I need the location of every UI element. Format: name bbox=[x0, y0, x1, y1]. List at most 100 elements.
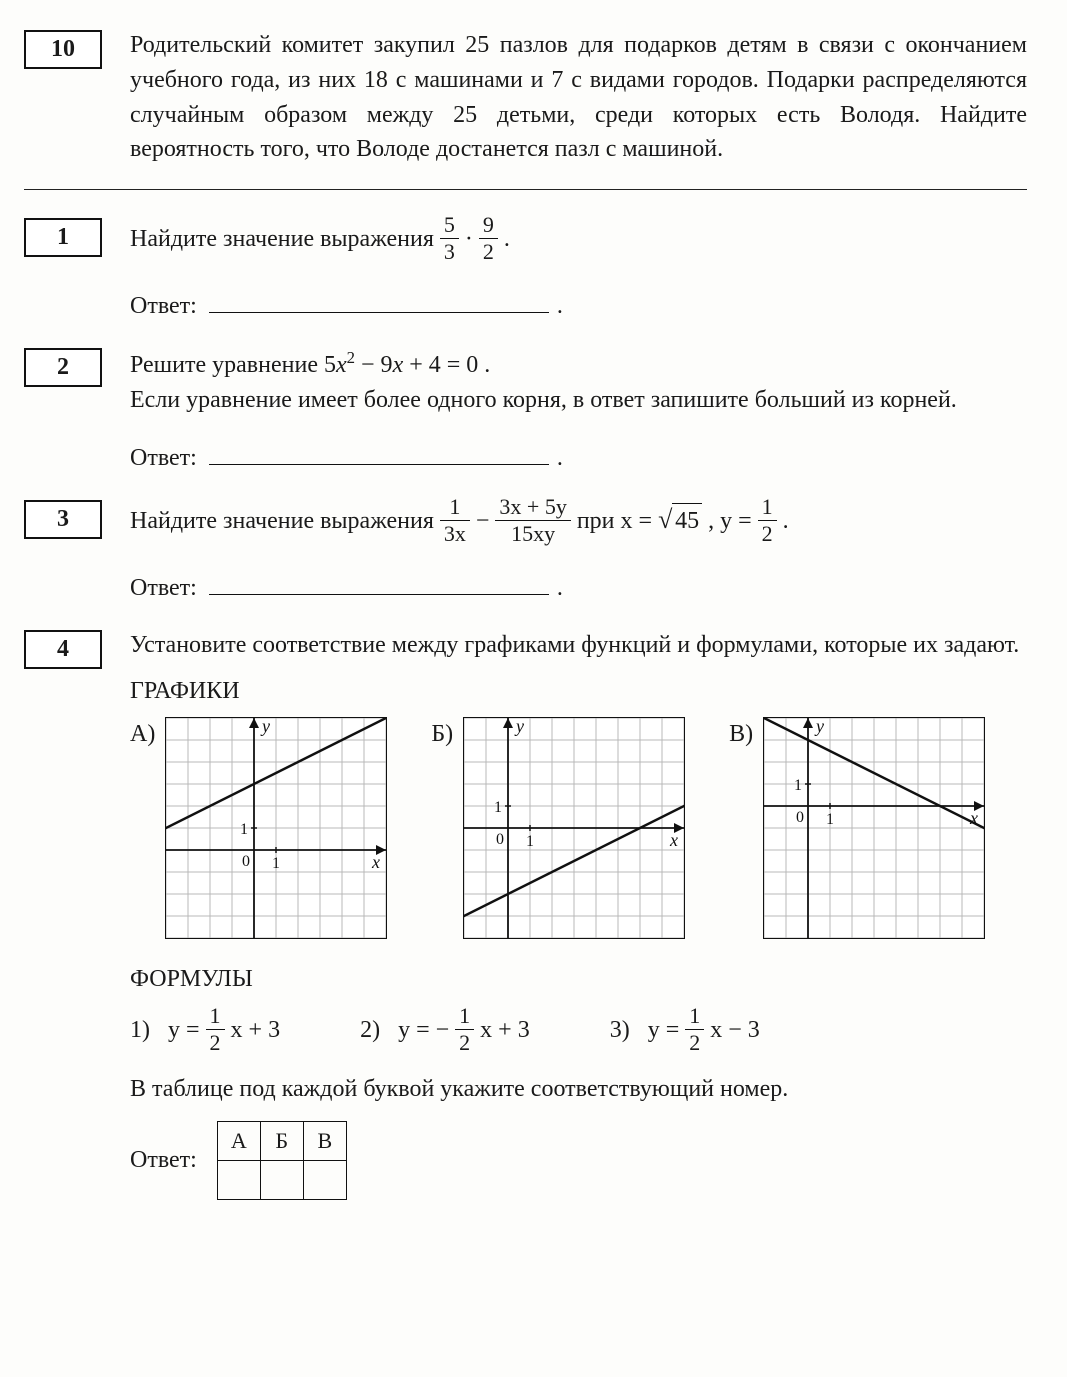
divider bbox=[24, 189, 1027, 190]
answer-blank[interactable] bbox=[209, 283, 549, 313]
denominator: 15xy bbox=[495, 521, 570, 545]
formula-2: 2) y = − 1 2 x + 3 bbox=[360, 1007, 530, 1056]
problem-number: 10 bbox=[24, 30, 102, 69]
denominator: 2 bbox=[206, 1030, 225, 1054]
table-cell-b[interactable] bbox=[260, 1160, 303, 1199]
svg-text:0: 0 bbox=[496, 831, 504, 848]
minus: − bbox=[476, 508, 496, 534]
formula-post: x + 3 bbox=[231, 1017, 281, 1043]
answer-row: Ответ: . bbox=[130, 435, 1027, 476]
text: Найдите значение выражения bbox=[130, 508, 440, 534]
graphs-title: ГРАФИКИ bbox=[130, 674, 1027, 709]
formula-3: 3) y = 1 2 x − 3 bbox=[610, 1007, 760, 1056]
var-x: x bbox=[336, 352, 347, 378]
answer-blank[interactable] bbox=[209, 435, 549, 465]
formula-post: x − 3 bbox=[710, 1017, 760, 1043]
problem-body: Найдите значение выражения 5 3 · 9 2 . О… bbox=[130, 216, 1027, 324]
answer-row: Ответ: . bbox=[130, 565, 1027, 606]
numerator: 3x + 5y bbox=[495, 496, 570, 521]
text: + 4 = 0 . bbox=[403, 352, 490, 378]
fraction: 9 2 bbox=[479, 214, 498, 263]
denominator: 2 bbox=[758, 521, 777, 545]
formulas-row: 1) y = 1 2 x + 3 2) y = − 1 2 x + 3 bbox=[130, 1007, 1027, 1056]
graph-a-wrap: А) 011yx bbox=[130, 717, 387, 950]
formula-pre: y = bbox=[648, 1017, 686, 1043]
svg-text:y: y bbox=[514, 717, 524, 736]
numerator: 1 bbox=[455, 1005, 474, 1030]
fraction: 1 2 bbox=[685, 1005, 704, 1054]
graphs-row: А) 011yx Б) 011yx В) 011yx bbox=[130, 717, 1027, 950]
answer-blank[interactable] bbox=[209, 565, 549, 595]
period: . bbox=[557, 293, 563, 319]
numerator: 1 bbox=[758, 496, 777, 521]
graph-label-c: В) bbox=[729, 717, 753, 752]
comma: , bbox=[708, 508, 720, 534]
page: 10 Родительский комитет закупил 25 пазло… bbox=[0, 0, 1067, 1377]
numerator: 1 bbox=[440, 496, 470, 521]
answer-row: Ответ: . bbox=[130, 283, 1027, 324]
problem-text: Родительский комитет закупил 25 пазлов д… bbox=[130, 28, 1027, 167]
answer-label: Ответ: bbox=[130, 445, 197, 471]
svg-text:1: 1 bbox=[494, 799, 502, 816]
numerator: 1 bbox=[206, 1005, 225, 1030]
svg-text:y: y bbox=[814, 717, 824, 736]
text: Установите соответствие между графиками … bbox=[130, 628, 1027, 663]
text: − 9 bbox=[355, 352, 393, 378]
graph-c: 011yx bbox=[763, 717, 985, 939]
fraction: 1 2 bbox=[206, 1005, 225, 1054]
problem-1: 1 Найдите значение выражения 5 3 · 9 2 .… bbox=[24, 216, 1027, 324]
y-equals: y = bbox=[720, 508, 758, 534]
text: при bbox=[577, 508, 621, 534]
svg-text:1: 1 bbox=[272, 855, 280, 872]
x-equals: x = bbox=[621, 508, 659, 534]
fraction: 1 3x bbox=[440, 496, 470, 545]
formula-pre: y = bbox=[168, 1017, 206, 1043]
formula-num: 2) bbox=[360, 1017, 380, 1043]
equation-line: Решите уравнение 5x2 − 9x + 4 = 0 . bbox=[130, 346, 1027, 383]
problem-number: 2 bbox=[24, 348, 102, 387]
text: Если уравнение имеет более одного корня,… bbox=[130, 383, 1027, 418]
graph-c-wrap: В) 011yx bbox=[729, 717, 985, 950]
answer-table: А Б В bbox=[217, 1121, 347, 1200]
table-header-b: Б bbox=[260, 1121, 303, 1160]
denominator: 2 bbox=[479, 239, 498, 263]
formula-1: 1) y = 1 2 x + 3 bbox=[130, 1007, 280, 1056]
problem-3: 3 Найдите значение выражения 1 3x − 3x +… bbox=[24, 498, 1027, 606]
denominator: 2 bbox=[455, 1030, 474, 1054]
fraction: 5 3 bbox=[440, 214, 459, 263]
graph-label-b: Б) bbox=[431, 717, 453, 752]
problem-4: 4 Установите соответствие между графикам… bbox=[24, 628, 1027, 1200]
text: Решите уравнение 5 bbox=[130, 352, 336, 378]
expression-line: Найдите значение выражения 1 3x − 3x + 5… bbox=[130, 498, 1027, 547]
table-cell-a[interactable] bbox=[217, 1160, 260, 1199]
formula-post: x + 3 bbox=[480, 1017, 530, 1043]
problem-number: 4 bbox=[24, 630, 102, 669]
fraction: 1 2 bbox=[455, 1005, 474, 1054]
problem-body: Найдите значение выражения 1 3x − 3x + 5… bbox=[130, 498, 1027, 606]
graph-a: 011yx bbox=[165, 717, 387, 939]
fraction: 1 2 bbox=[758, 496, 777, 545]
text: Найдите значение выражения bbox=[130, 226, 440, 252]
table-cell-c[interactable] bbox=[303, 1160, 346, 1199]
graph-b-wrap: Б) 011yx bbox=[431, 717, 685, 950]
answer-label: Ответ: bbox=[130, 1143, 197, 1178]
answer-label: Ответ: bbox=[130, 575, 197, 601]
formulas-title: ФОРМУЛЫ bbox=[130, 962, 1027, 997]
problem-body: Решите уравнение 5x2 − 9x + 4 = 0 . Если… bbox=[130, 346, 1027, 476]
svg-text:1: 1 bbox=[240, 821, 248, 838]
sqrt: 45 bbox=[658, 503, 702, 539]
svg-text:1: 1 bbox=[826, 811, 834, 828]
text: . bbox=[504, 226, 510, 252]
problem-number: 3 bbox=[24, 500, 102, 539]
table-header-c: В bbox=[303, 1121, 346, 1160]
exponent: 2 bbox=[347, 348, 355, 367]
table-header-a: А bbox=[217, 1121, 260, 1160]
numerator: 5 bbox=[440, 214, 459, 239]
radicand: 45 bbox=[672, 503, 702, 539]
var-x: x bbox=[393, 352, 404, 378]
denominator: 3 bbox=[440, 239, 459, 263]
period: . bbox=[557, 445, 563, 471]
svg-text:y: y bbox=[260, 717, 270, 736]
svg-text:1: 1 bbox=[794, 777, 802, 794]
formula-num: 3) bbox=[610, 1017, 630, 1043]
